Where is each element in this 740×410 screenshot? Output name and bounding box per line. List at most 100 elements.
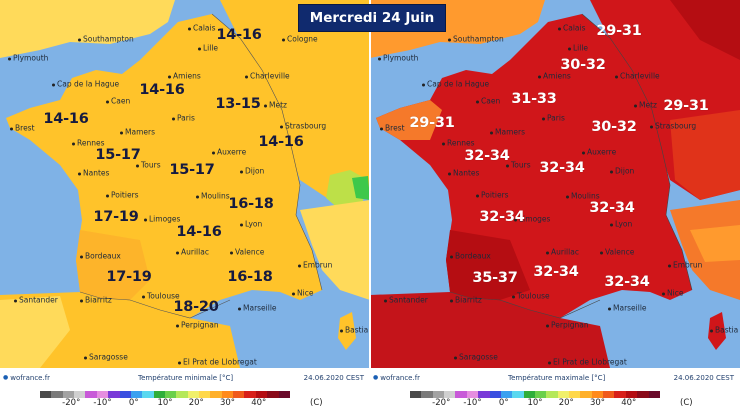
legend-swatch	[233, 391, 245, 398]
city-label: Calais	[188, 24, 216, 33]
temp-range-label: 15-17	[169, 162, 215, 178]
city-label: Cap de la Hague	[422, 80, 489, 89]
legend-swatch	[466, 391, 479, 398]
city-label: Moulins	[196, 192, 230, 201]
min-map-graphic	[0, 0, 370, 368]
legend-swatch	[130, 391, 143, 398]
city-label: Lille	[198, 44, 218, 53]
legend-swatch	[432, 391, 445, 398]
legend-swatch	[164, 391, 177, 398]
legend-swatch	[85, 391, 97, 398]
legend-tick-label: 40°	[621, 398, 637, 408]
legend-swatch	[455, 391, 467, 398]
map-divider	[369, 0, 371, 368]
city-label: Santander	[384, 296, 428, 305]
city-label: Poitiers	[476, 191, 509, 200]
legend-unit: (C)	[680, 398, 693, 408]
city-label: Valence	[230, 248, 264, 257]
city-label: Biarritz	[450, 296, 482, 305]
legend-unit: (C)	[310, 398, 323, 408]
temp-range-label: 17-19	[93, 209, 139, 225]
city-label: Limoges	[514, 215, 550, 224]
city-label: El Prat de Llobregat	[178, 358, 257, 367]
legend-swatch	[637, 391, 649, 398]
city-label: Nantes	[448, 169, 479, 178]
legend-tick-label: 20°	[188, 398, 204, 408]
legend-swatch	[523, 391, 535, 398]
legend-tick-label: 10°	[527, 398, 543, 408]
city-label: Strasbourg	[650, 122, 696, 131]
legend-tick-label: 10°	[157, 398, 173, 408]
city-label: Lille	[568, 44, 588, 53]
temp-range-label: 14-16	[139, 82, 185, 98]
city-label: Valence	[600, 248, 634, 257]
city-label: Marseille	[608, 304, 647, 313]
legend-swatch	[603, 391, 615, 398]
city-label: Brest	[380, 124, 405, 133]
legend-swatch	[176, 391, 188, 398]
city-label: El Prat de Llobregat	[548, 358, 627, 367]
temp-range-label: 29-31	[409, 115, 455, 131]
city-label: Biarritz	[80, 296, 112, 305]
legend-swatch	[557, 391, 570, 398]
legend-tick-label: 20°	[558, 398, 574, 408]
legend-swatch	[410, 391, 422, 398]
legend-swatch	[244, 391, 256, 398]
city-label: Lyon	[240, 220, 262, 229]
map-date: 24.06.2020 CEST	[303, 374, 364, 382]
city-label: Paris	[542, 114, 565, 123]
legend-tick-label: -20°	[62, 398, 81, 408]
temp-range-label: 16-18	[227, 269, 273, 285]
legend-swatch	[421, 391, 433, 398]
legend-swatch	[199, 391, 211, 398]
city-label: Toulouse	[142, 292, 180, 301]
legend-swatch	[489, 391, 501, 398]
city-label: Plymouth	[378, 54, 418, 63]
temp-range-label: 35-37	[472, 270, 518, 286]
temp-range-label: 17-19	[106, 269, 152, 285]
temp-range-label: 16-18	[228, 196, 274, 212]
legend-swatch	[478, 391, 490, 398]
city-label: Metz	[634, 101, 657, 110]
legend-tick-label: -10°	[93, 398, 112, 408]
color-legend: -20° -10° 0° 10° 20° 30° 40° (C)	[0, 389, 370, 410]
legend-swatch	[580, 391, 592, 398]
temp-range-label: 14-16	[258, 134, 304, 150]
legend-swatch	[278, 391, 290, 398]
city-label: Rennes	[442, 139, 475, 148]
city-label: Cap de la Hague	[52, 80, 119, 89]
map-date: 24.06.2020 CEST	[673, 374, 734, 382]
city-label: Plymouth	[8, 54, 48, 63]
city-label: Toulouse	[512, 292, 550, 301]
temp-range-label: 14-16	[216, 27, 262, 43]
legend-tick-label: -20°	[432, 398, 451, 408]
city-label: Mamers	[120, 128, 155, 137]
city-label: Bastia	[710, 326, 738, 335]
credit-text: wofrance.fr	[3, 374, 50, 382]
legend-swatch	[187, 391, 200, 398]
legend-swatch	[210, 391, 222, 398]
legend-swatch	[625, 391, 638, 398]
legend-swatch	[444, 391, 456, 398]
city-label: Charleville	[615, 72, 660, 81]
credit-text: wofrance.fr	[373, 374, 420, 382]
max-map-graphic	[370, 0, 740, 368]
date-banner: Mercredi 24 Juin	[298, 4, 446, 32]
city-label: Santander	[14, 296, 58, 305]
city-label: Charleville	[245, 72, 290, 81]
legend-swatch	[74, 391, 86, 398]
city-label: Cologne	[282, 35, 318, 44]
city-label: Dijon	[240, 167, 264, 176]
map-title: Température minimale [°C]	[138, 374, 234, 382]
temp-range-label: 30-32	[560, 57, 606, 73]
legend-color-bar	[410, 391, 660, 398]
city-label: Perpignan	[546, 321, 589, 330]
legend-swatch	[569, 391, 581, 398]
legend-color-bar	[40, 391, 290, 398]
legend-swatch	[153, 391, 165, 398]
legend-swatch	[591, 391, 604, 398]
max-temperature-map: Plymouth Southampton Calais Lille Cap de…	[370, 0, 740, 368]
city-label: Aurillac	[546, 248, 579, 257]
temp-range-label: 18-20	[173, 299, 219, 315]
city-label: Auxerre	[582, 148, 616, 157]
